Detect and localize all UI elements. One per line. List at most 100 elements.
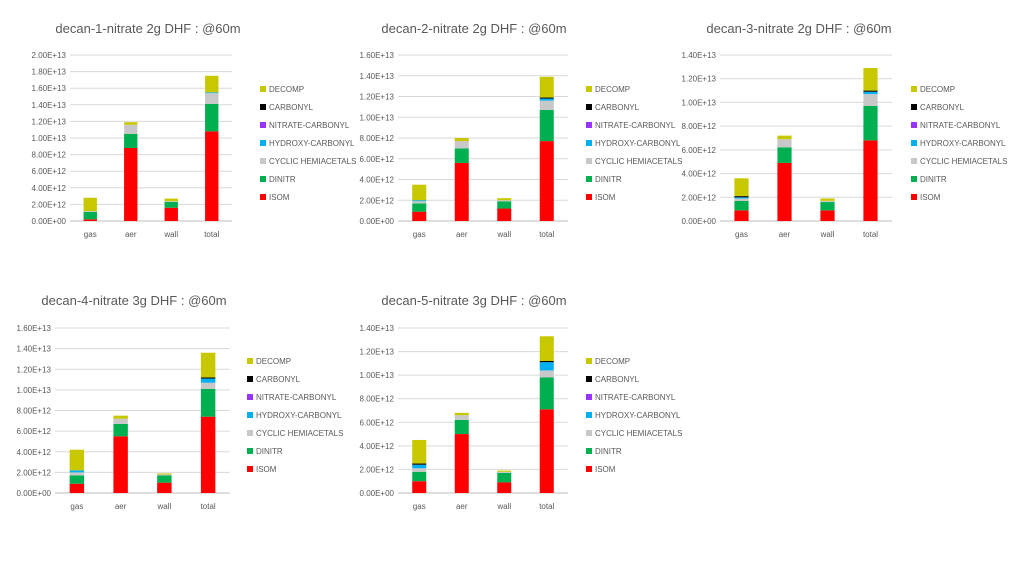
bar-segment-hydroxy-carbonyl-total (863, 91, 878, 95)
bar-segment-isom-total (863, 140, 878, 221)
legend-swatch (247, 412, 253, 418)
chart-title: decan-5-nitrate 3g DHF : @60m (381, 293, 566, 308)
bar-segment-isom-wall (497, 482, 512, 493)
y-tick-label: 1.00E+13 (17, 386, 52, 395)
y-tick-label: 6.00E+12 (17, 427, 52, 436)
y-tick-label: 2.00E+12 (682, 193, 717, 202)
legend-swatch (586, 358, 592, 364)
bar-segment-decomp-wall (497, 198, 512, 201)
y-tick-label: 1.40E+13 (17, 345, 52, 354)
legend-label: NITRATE-CARBONYL (256, 393, 337, 402)
legend-swatch (911, 104, 917, 110)
legend-label: CARBONYL (595, 103, 640, 112)
y-tick-label: 1.00E+13 (360, 113, 395, 122)
bar-segment-cyclic-hemiacetals-total (200, 382, 216, 389)
legend-swatch (911, 176, 917, 182)
bar-segment-decomp-total (539, 336, 554, 361)
bar-segment-isom-aer (454, 434, 469, 493)
legend-label: ISOM (920, 193, 941, 202)
bar-segment-carbonyl-gas (412, 463, 427, 465)
bar-segment-decomp-gas (83, 197, 97, 212)
bar-segment-cyclic-hemiacetals-total (205, 93, 219, 104)
chart-2: decan-2-nitrate 2g DHF : @60m 0.00E+00 2.0… (360, 21, 683, 239)
bar-segment-cyclic-hemiacetals-gas (412, 201, 427, 204)
legend-swatch (586, 158, 592, 164)
legend-swatch (247, 376, 253, 382)
y-tick-label: 1.80E+13 (32, 68, 67, 77)
legend-swatch (911, 194, 917, 200)
y-tick-label: 2.00E+12 (360, 465, 395, 474)
bar-segment-isom-aer (113, 436, 128, 493)
bar-segment-carbonyl-total (863, 90, 878, 92)
bar-segment-dinitr-gas (734, 200, 749, 211)
bar-segment-decomp-total (200, 352, 216, 378)
legend-swatch (260, 122, 266, 128)
y-tick-label: 8.00E+12 (360, 395, 395, 404)
bar-segment-decomp-gas (69, 449, 85, 471)
legend-swatch (586, 412, 592, 418)
bar-segment-hydroxy-carbonyl-gas (412, 464, 427, 469)
bar-segment-decomp-gas (734, 178, 749, 197)
y-tick-label: 4.00E+12 (32, 184, 67, 193)
legend-swatch (247, 394, 253, 400)
legend-label: DINITR (595, 175, 622, 184)
y-tick-label: 2.00E+12 (360, 196, 395, 205)
legend-swatch (260, 176, 266, 182)
bar-segment-cyclic-hemiacetals-gas (69, 472, 85, 476)
bar-segment-hydroxy-carbonyl-total (200, 378, 216, 383)
y-tick-label: 1.60E+13 (32, 84, 67, 93)
legend-swatch (586, 176, 592, 182)
legend-swatch (586, 394, 592, 400)
legend-swatch (260, 86, 266, 92)
bar-segment-isom-aer (124, 147, 138, 221)
bar-segment-cyclic-hemiacetals-aer (124, 124, 138, 134)
bar-segment-dinitr-total (200, 388, 216, 417)
y-tick-label: 0.00E+00 (360, 489, 395, 498)
y-tick-label: 4.00E+12 (360, 442, 395, 451)
x-category-label: wall (156, 502, 171, 511)
bar-segment-decomp-total (863, 68, 878, 91)
y-tick-label: 0.00E+00 (17, 489, 52, 498)
legend-swatch (260, 158, 266, 164)
legend-swatch (247, 466, 253, 472)
y-tick-label: 1.40E+13 (32, 101, 67, 110)
bar-segment-isom-gas (69, 483, 85, 493)
y-tick-label: 1.40E+13 (360, 72, 395, 81)
y-tick-label: 1.20E+13 (17, 365, 52, 374)
legend-label: HYDROXY-CARBONYL (595, 139, 681, 148)
legend-label: DINITR (269, 175, 296, 184)
bar-segment-cyclic-hemiacetals-gas (734, 198, 749, 201)
y-tick-label: 1.20E+13 (32, 117, 67, 126)
bar-segment-dinitr-aer (454, 148, 469, 163)
bar-segment-isom-gas (412, 211, 427, 221)
legend-label: CARBONYL (269, 103, 314, 112)
y-tick-label: 2.00E+12 (17, 468, 52, 477)
legend-label: CARBONYL (256, 375, 301, 384)
bar-segment-dinitr-gas (412, 203, 427, 212)
chart-title: decan-4-nitrate 3g DHF : @60m (41, 293, 226, 308)
y-tick-label: 8.00E+12 (360, 134, 395, 143)
y-tick-label: 4.00E+12 (360, 176, 395, 185)
legend-label: DINITR (595, 447, 622, 456)
x-category-label: total (863, 230, 878, 239)
bar-segment-hydroxy-carbonyl-total (205, 92, 219, 94)
legend-swatch (911, 122, 917, 128)
bar-segment-decomp-aer (454, 412, 469, 416)
legend-swatch (911, 86, 917, 92)
x-category-label: aer (125, 230, 137, 239)
x-category-label: aer (115, 502, 127, 511)
chart-title: decan-1-nitrate 2g DHF : @60m (55, 21, 240, 36)
bar-segment-cyclic-hemiacetals-aer (113, 418, 128, 424)
y-tick-label: 0.00E+00 (360, 217, 395, 226)
legend-label: CYCLIC HEMIACETALS (256, 429, 343, 438)
y-tick-label: 2.00E+13 (32, 51, 67, 60)
x-category-label: total (204, 230, 219, 239)
x-category-label: gas (413, 502, 426, 511)
legend-swatch (586, 448, 592, 454)
bar-segment-isom-total (539, 141, 554, 221)
y-tick-label: 1.60E+13 (360, 51, 395, 60)
bar-segment-decomp-gas (412, 184, 427, 201)
x-category-label: gas (84, 230, 97, 239)
